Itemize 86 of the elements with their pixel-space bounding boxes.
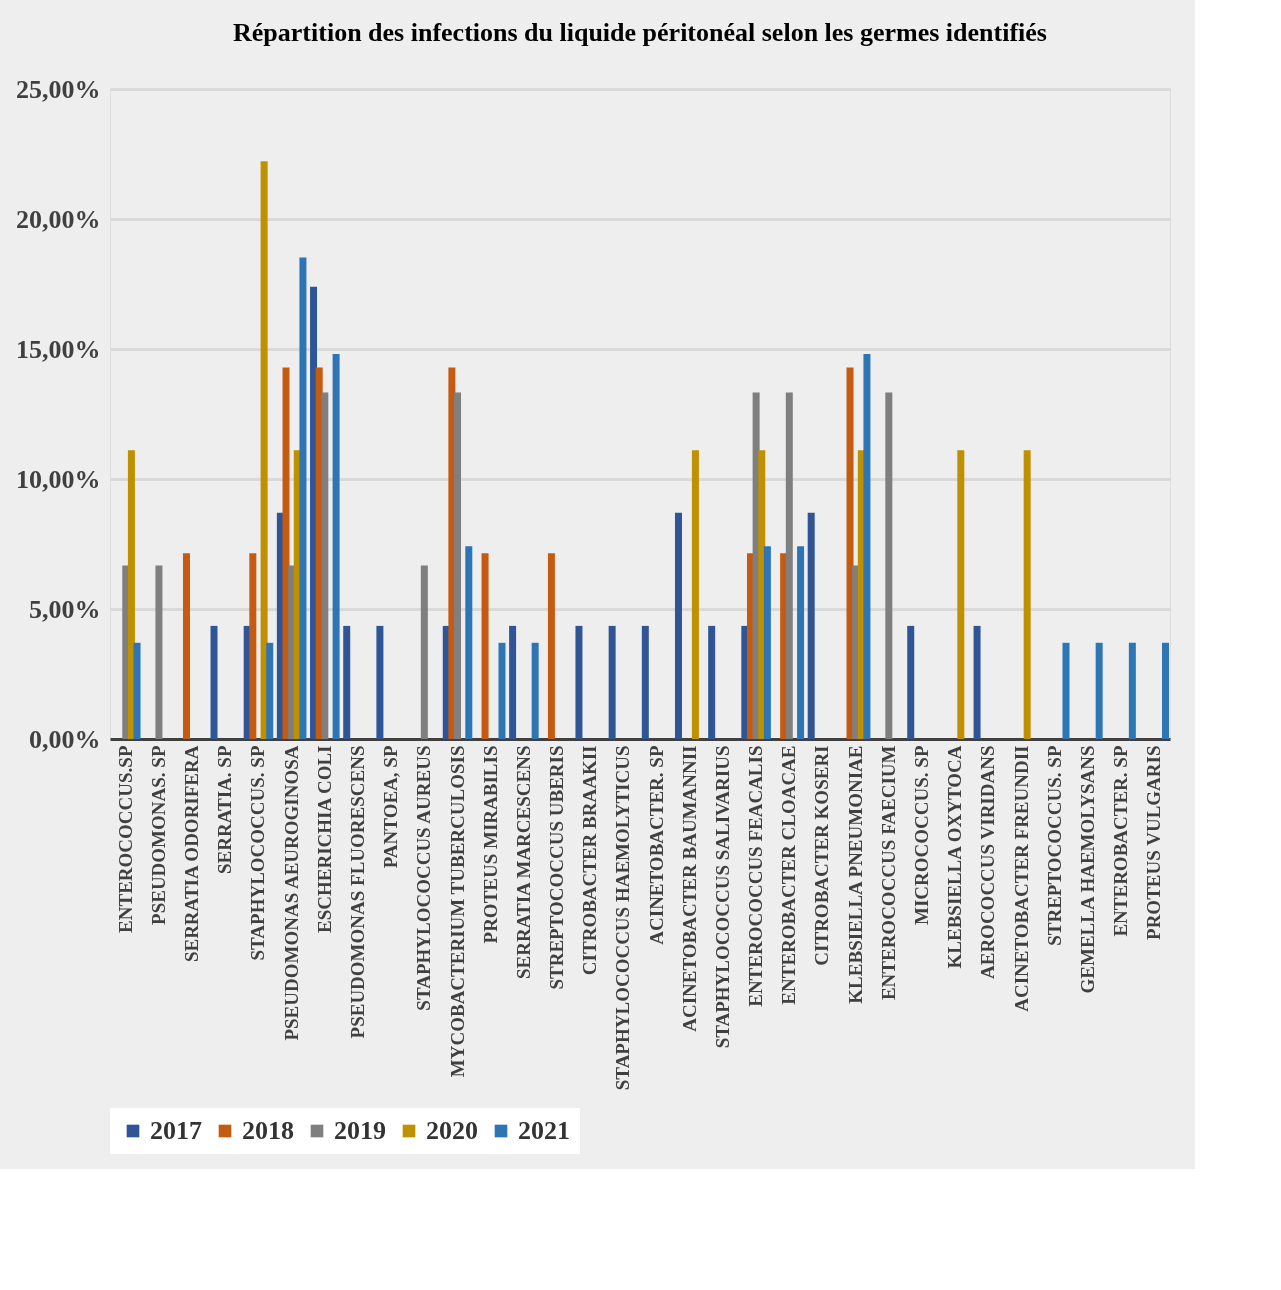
- bar: [973, 625, 981, 739]
- bar: [1095, 642, 1103, 739]
- bar: [641, 625, 649, 739]
- y-tick-label: 0,00%: [29, 724, 101, 754]
- x-tick-label: STAPHYLOCOCCUS SALIVARIUS: [711, 745, 733, 1049]
- bar: [1023, 450, 1031, 739]
- x-tick-label: PROTEUS VULGARIS: [1143, 745, 1165, 940]
- x-tick-label: STAPHYLOCOCCUS. SP: [247, 745, 269, 961]
- bar: [1128, 642, 1136, 739]
- bar: [907, 625, 915, 739]
- bar: [797, 546, 805, 739]
- chart-title: Répartition des infections du liquide péritonéal selon les germes identifiés: [233, 18, 1047, 47]
- x-tick-label: ACINETOBACTER FREUNDII: [1010, 745, 1032, 1012]
- x-tick-label: MICROCOCCUS. SP: [911, 745, 932, 925]
- bar: [547, 553, 555, 739]
- bar: [332, 353, 340, 739]
- bar: [299, 257, 307, 739]
- x-tick-label: STREPTOCOCCUS. SP: [1043, 745, 1065, 946]
- y-tick-label: 10,00%: [16, 464, 101, 494]
- x-tick-label: SERRATIA MARCESCENS: [512, 745, 534, 980]
- x-tick-label: ENTEROCOCCUS FAECIUM: [877, 745, 899, 1001]
- bar: [957, 450, 965, 739]
- x-tick-label: PSEUDOMONAS FLUORESCENS: [347, 745, 368, 1039]
- bar: [863, 353, 871, 739]
- x-tick-label: MYCOBACTERIUM TUBERCULOSIS: [446, 745, 468, 1078]
- bar: [575, 625, 583, 739]
- x-tick-label: PANTOEA, SP: [380, 745, 402, 869]
- bar: [758, 450, 766, 739]
- bar: [785, 392, 793, 739]
- x-tick-label: GEMELLA HAEMOLYSANS: [1076, 745, 1098, 994]
- y-tick-label: 20,00%: [16, 204, 101, 234]
- x-tick-label: AEROCOCCUS VIRIDANS: [977, 745, 999, 979]
- bar: [321, 392, 329, 739]
- y-tick-label: 15,00%: [16, 334, 101, 364]
- x-tick-label: CITROBACTER BRAAKII: [579, 745, 601, 976]
- bar: [376, 625, 384, 739]
- bar: [498, 642, 506, 739]
- bar: [266, 642, 274, 739]
- bar: [608, 625, 616, 739]
- x-tick-label: PROTEUS MIRABILIS: [479, 745, 501, 944]
- bar: [127, 450, 135, 739]
- legend-label: 2021: [518, 1116, 570, 1145]
- x-tick-label: ESCHERICHIA COLI: [313, 745, 335, 933]
- bar: [343, 625, 351, 739]
- bar: [807, 512, 815, 739]
- x-tick-label: STAPHYLOCOCCUS AUREUS: [413, 745, 435, 1011]
- bar: [763, 546, 771, 739]
- legend-label: 2019: [334, 1116, 386, 1145]
- bar: [691, 450, 699, 739]
- x-tick-label: STREPTOCOCCUS UBERIS: [546, 745, 568, 990]
- x-tick-label: PSEUDOMONAS. SP: [147, 745, 169, 925]
- bar: [133, 642, 141, 739]
- bar: [509, 625, 517, 739]
- bar: [674, 512, 682, 739]
- y-tick-label: 25,00%: [16, 74, 101, 104]
- legend-label: 2020: [426, 1116, 478, 1145]
- x-tick-label: ACINETOBACTER. SP: [645, 745, 667, 945]
- x-tick-label: PSEUDOMONAS AEUROGINOSA: [280, 745, 302, 1041]
- x-tick-label: CITROBACTER KOSERI: [811, 745, 833, 966]
- x-tick-label: SERRATIA. SP: [214, 745, 236, 874]
- bar: [1162, 642, 1170, 739]
- bar: [481, 553, 489, 739]
- bar: [1062, 642, 1070, 739]
- x-tick-label: ENTEROCOCCUS.SP: [114, 745, 136, 933]
- bar: [155, 565, 163, 739]
- bar: [210, 625, 218, 739]
- x-tick-label: ENTEROBACTER CLOACAE: [778, 745, 800, 1005]
- x-tick-label: KLEBSIELLA OXYTOCA: [944, 745, 966, 969]
- x-tick-label: SERRATIA ODORIFERA: [181, 745, 203, 963]
- x-tick-label: ACINETOBACTER BAUMANNII: [678, 745, 700, 1032]
- bar: [465, 546, 473, 739]
- legend-label: 2018: [242, 1116, 294, 1145]
- bar: [260, 161, 268, 739]
- x-tick-label: ENTEROBACTER. SP: [1110, 745, 1132, 937]
- x-tick-label: KLEBSIELLA PNEUMONIAE: [844, 745, 866, 1004]
- x-tick-label: ENTEROCOCCUS FEACALIS: [745, 745, 767, 1007]
- x-tick-label: STAPHYLOCOCCUS HAEMOLYTICUS: [612, 745, 634, 1091]
- bar: [454, 392, 462, 739]
- bar: [182, 553, 190, 739]
- bar: [531, 642, 539, 739]
- y-tick-label: 5,00%: [29, 594, 101, 624]
- bar: [420, 565, 428, 739]
- bar: [708, 625, 716, 739]
- bar: [885, 392, 893, 739]
- legend-label: 2017: [150, 1116, 202, 1145]
- bar: [249, 553, 257, 739]
